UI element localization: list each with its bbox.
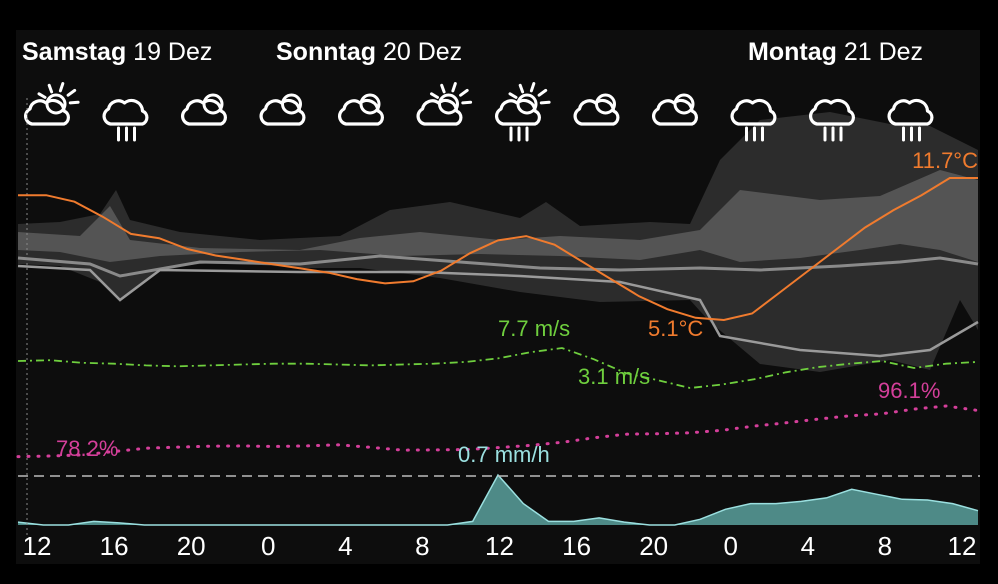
sun-ray xyxy=(430,92,439,99)
precipitation-area xyxy=(17,473,979,526)
precipitation-outline xyxy=(17,473,979,526)
cloud-outline xyxy=(416,98,463,126)
day-label-sunday: Sonntag 20 Dez xyxy=(276,38,463,66)
sun-ray xyxy=(529,82,536,93)
cloud-outline xyxy=(180,98,227,126)
temperature-max-label: 11.7°C xyxy=(912,148,978,173)
cloud-rain-icon xyxy=(730,98,777,142)
humidity-min-label: 78.2% xyxy=(56,436,118,461)
x-tick-label: 8 xyxy=(878,531,892,561)
x-tick-label: 0 xyxy=(724,531,738,561)
cloud-rain-icon xyxy=(808,98,855,142)
partly-cloudy-icon xyxy=(259,93,306,126)
sun-ray xyxy=(537,88,548,97)
sun-ray xyxy=(47,83,54,94)
x-tick-label: 12 xyxy=(948,531,977,561)
series-lines xyxy=(16,177,980,459)
cloud-outline xyxy=(651,98,698,126)
humidity-line xyxy=(16,404,980,459)
wind-line xyxy=(17,347,979,389)
temperature-line xyxy=(18,177,978,322)
sun-ray xyxy=(451,82,457,93)
cloud-outline xyxy=(730,98,777,126)
cloud-rain-icon xyxy=(102,98,149,142)
partly-cloudy-icon xyxy=(180,93,227,126)
sun-ray xyxy=(461,100,473,105)
sun-ray xyxy=(440,83,446,94)
partly-sunny-icon xyxy=(416,82,473,126)
cloud-outline xyxy=(573,98,620,126)
partly-cloudy-icon xyxy=(337,93,384,126)
x-tick-label: 4 xyxy=(801,531,815,561)
sun-ray xyxy=(508,92,518,99)
cloud-outline xyxy=(808,98,855,126)
weather-icon-row xyxy=(23,82,934,142)
precipitation-fill xyxy=(18,475,978,525)
day-label-monday: Montag 21 Dez xyxy=(748,38,924,66)
sun-ray xyxy=(68,100,80,105)
spread-low-line xyxy=(17,264,979,358)
x-axis-ticks: 12 16 20 0 4 8 12 16 20 0 4 8 12 xyxy=(23,531,977,561)
x-tick-label: 20 xyxy=(177,531,206,561)
sun-ray xyxy=(518,83,525,94)
day-label-saturday: Samstag 19 Dez xyxy=(22,38,213,66)
cloud-outline xyxy=(887,98,934,126)
x-tick-label: 4 xyxy=(338,531,352,561)
partly-cloudy-icon xyxy=(573,93,620,126)
spread-band-inner xyxy=(18,170,978,262)
x-tick-label: 16 xyxy=(562,531,591,561)
partly-cloudy-icon xyxy=(651,93,698,126)
sun-ray xyxy=(37,92,47,99)
meteogram-bands xyxy=(17,112,979,372)
x-tick-label: 8 xyxy=(415,531,429,561)
series-labels: 5.1°C 11.7°C 7.7 m/s 3.1 m/s 78.2% 96.1% 0.7 m… xyxy=(56,148,978,467)
humidity-max-label: 96.1% xyxy=(878,378,940,403)
x-tick-label: 0 xyxy=(261,531,275,561)
x-tick-label: 12 xyxy=(485,531,514,561)
cloud-outline xyxy=(102,98,149,126)
cloud-outline xyxy=(259,98,306,126)
sun-ray xyxy=(66,88,77,97)
partly-sunny-icon xyxy=(23,82,80,126)
sun-rain-icon xyxy=(494,82,551,142)
sun-ray xyxy=(539,100,551,105)
x-tick-label: 12 xyxy=(23,531,52,561)
wind-max-label: 7.7 m/s xyxy=(498,316,570,341)
sun-ray xyxy=(459,88,469,97)
cloud-outline xyxy=(337,98,384,126)
spread-median-line xyxy=(17,254,979,278)
x-tick-label: 16 xyxy=(100,531,129,561)
x-tick-label: 20 xyxy=(639,531,668,561)
cloud-rain-icon xyxy=(887,98,934,142)
temperature-min-label: 5.1°C xyxy=(648,316,703,341)
precipitation-max-label: 0.7 mm/h xyxy=(458,442,550,467)
cloud-outline xyxy=(494,98,541,126)
wind-min-label: 3.1 m/s xyxy=(578,364,650,389)
sun-ray xyxy=(58,82,65,93)
cloud-outline xyxy=(23,98,70,126)
